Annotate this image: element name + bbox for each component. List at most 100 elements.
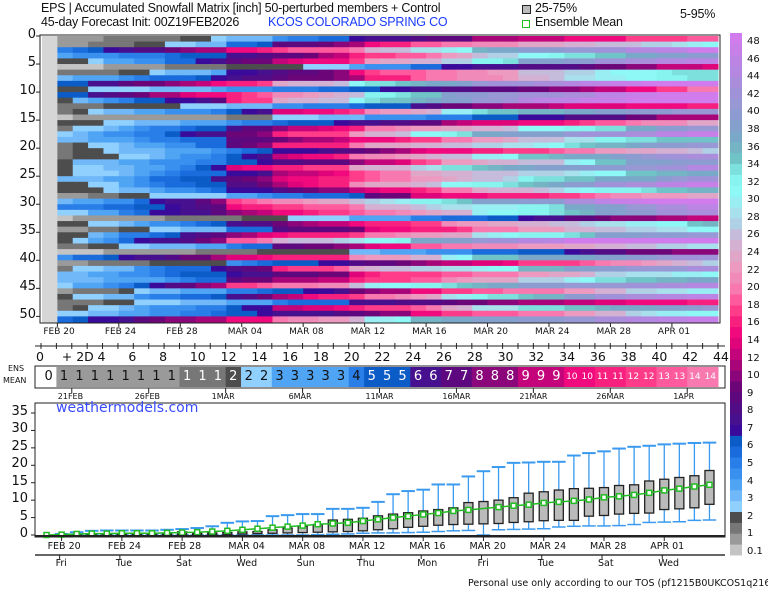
matrix-cell — [671, 299, 688, 306]
matrix-cell — [441, 237, 458, 244]
matrix-cell — [687, 148, 704, 155]
matrix-cell — [564, 193, 581, 200]
matrix-cell — [364, 75, 381, 82]
matrix-cell — [42, 86, 58, 93]
matrix-cell — [57, 221, 74, 228]
matrix-cell — [180, 282, 197, 289]
matrix-cell — [57, 226, 74, 233]
matrix-cell — [549, 310, 565, 317]
matrix-cell — [42, 125, 58, 132]
matrix-cell — [625, 52, 642, 59]
matrix-cell — [502, 232, 519, 239]
matrix-cell — [318, 310, 335, 317]
matrix-cell — [318, 237, 335, 244]
matrix-cell — [595, 254, 611, 261]
matrix-cell — [195, 164, 212, 172]
matrix-cell — [380, 221, 396, 228]
matrix-cell — [164, 215, 181, 222]
matrix-cell — [349, 120, 366, 127]
matrix-cell — [164, 265, 181, 273]
matrix-cell — [272, 237, 289, 244]
matrix-cell — [287, 97, 304, 104]
matrix-cell — [502, 181, 519, 188]
matrix-cell — [333, 215, 350, 222]
matrix-cell — [702, 209, 719, 216]
matrix-cell — [318, 97, 335, 104]
matrix-cell — [564, 97, 581, 104]
matrix-cell — [641, 265, 658, 273]
matrix-y-tick-label: 25 — [19, 167, 36, 183]
matrix-cell — [318, 92, 335, 99]
matrix-cell — [656, 153, 673, 160]
ens-mean-value: 1 — [198, 369, 207, 384]
matrix-cell — [134, 181, 151, 188]
matrix-cell — [303, 249, 320, 256]
matrix-cell — [518, 271, 535, 278]
matrix-cell — [472, 209, 489, 216]
matrix-cell — [195, 125, 212, 132]
matrix-cell — [287, 64, 304, 71]
matrix-cell — [671, 97, 688, 104]
matrix-cell — [441, 131, 458, 138]
colorbar-label: 4 — [747, 475, 754, 487]
matrix-cell — [257, 282, 273, 289]
matrix-cell — [656, 108, 673, 116]
matrix-cell — [333, 181, 350, 188]
matrix-cell — [579, 193, 596, 200]
matrix-cell — [211, 176, 227, 183]
matrix-cell — [272, 108, 289, 116]
ens-mean-value: 5 — [367, 369, 376, 384]
matrix-cell — [441, 215, 458, 222]
matrix-cell — [671, 164, 688, 172]
matrix-cell — [610, 204, 627, 211]
date-label: 26MAR — [596, 392, 625, 401]
matrix-cell — [625, 181, 642, 188]
matrix-cell — [380, 181, 396, 188]
matrix-cell — [349, 187, 366, 194]
matrix-cell — [241, 52, 258, 59]
matrix-cell — [195, 80, 212, 87]
matrix-cell — [549, 92, 565, 99]
matrix-cell — [333, 114, 350, 121]
matrix-cell — [42, 288, 58, 295]
matrix-cell — [625, 277, 642, 284]
matrix-cell — [88, 288, 104, 295]
colorbar-swatch — [730, 413, 742, 425]
matrix-cell — [579, 310, 596, 317]
matrix-cell — [134, 114, 151, 121]
matrix-cell — [410, 226, 427, 233]
colorbar-label: 40 — [747, 106, 760, 118]
colorbar-swatch — [730, 435, 742, 447]
matrix-cell — [118, 64, 135, 71]
matrix-cell — [564, 142, 581, 149]
matrix-cell — [303, 226, 320, 233]
matrix-cell — [549, 198, 565, 205]
matrix-cell — [226, 164, 243, 172]
matrix-cell — [287, 170, 304, 177]
matrix-cell — [487, 176, 504, 183]
matrix-cell — [441, 282, 458, 289]
matrix-cell — [318, 254, 335, 261]
matrix-cell — [702, 41, 719, 48]
colorbar-swatch — [730, 359, 742, 371]
box-x-tick-label: MAR 20 — [469, 541, 506, 552]
ens-mean-value: 9 — [536, 369, 546, 384]
matrix-cell — [625, 58, 642, 65]
matrix-cell — [487, 209, 504, 216]
matrix-cell — [134, 86, 151, 93]
matrix-cell — [579, 75, 596, 82]
box-y-tick-label: 35 — [11, 404, 28, 419]
matrix-cell — [195, 153, 212, 160]
matrix-cell — [595, 215, 611, 222]
matrix-cell — [164, 232, 181, 239]
matrix-cell — [349, 58, 366, 65]
matrix-cell — [395, 260, 412, 267]
matrix-cell — [641, 232, 658, 239]
colorbar-swatch — [730, 43, 742, 56]
matrix-cell — [410, 243, 427, 250]
matrix-x-tick-label: MAR 20 — [473, 327, 509, 337]
matrix-cell — [349, 125, 366, 132]
matrix-cell — [671, 41, 688, 48]
matrix-cell — [441, 52, 458, 59]
